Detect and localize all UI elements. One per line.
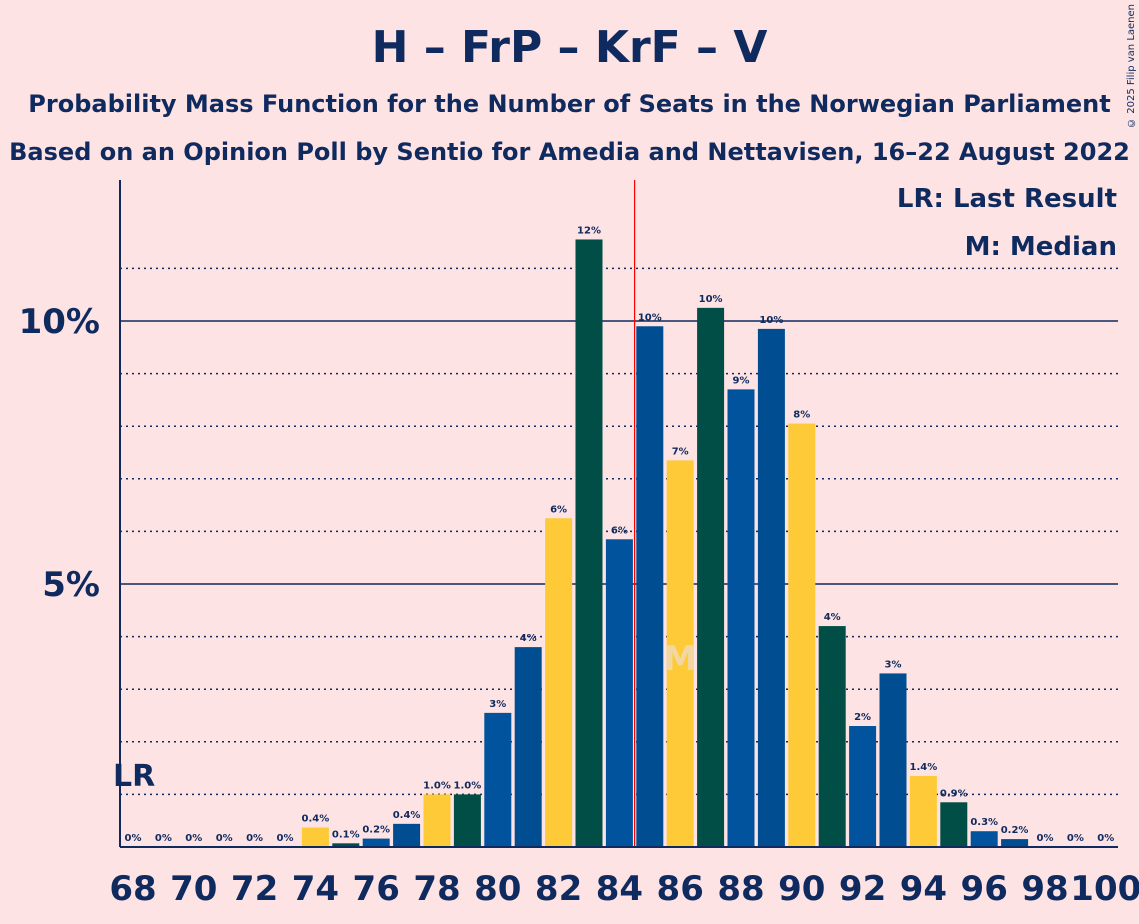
bar-seat-92 bbox=[849, 726, 877, 847]
bar-seat-86 bbox=[666, 460, 694, 847]
bar-seat-91 bbox=[818, 626, 846, 847]
y-tick-label: 10% bbox=[19, 302, 100, 342]
bar-value-label: 12% bbox=[577, 225, 601, 236]
bar-value-label: 3% bbox=[489, 699, 506, 710]
bar-value-label: 4% bbox=[520, 633, 537, 644]
bar-value-label: 0.3% bbox=[970, 817, 998, 828]
bar-value-label: 2% bbox=[854, 712, 871, 723]
y-tick-label: 5% bbox=[42, 565, 100, 605]
bar-value-label: 0.2% bbox=[1001, 825, 1029, 836]
x-tick-label: 92 bbox=[839, 869, 886, 909]
x-tick-label: 96 bbox=[961, 869, 1008, 909]
bar-value-label: 0% bbox=[246, 833, 263, 844]
median-marker: M bbox=[663, 639, 697, 679]
bar-value-label: 0% bbox=[277, 833, 294, 844]
bar-value-label: 10% bbox=[759, 315, 783, 326]
bar-value-label: 1.4% bbox=[910, 762, 938, 773]
bar-seat-75 bbox=[332, 843, 360, 847]
bar-value-label: 6% bbox=[611, 525, 628, 536]
x-tick-label: 68 bbox=[109, 869, 156, 909]
bar-seat-84 bbox=[605, 539, 633, 847]
bar-seat-87 bbox=[697, 307, 725, 848]
x-tick-label: 72 bbox=[231, 869, 278, 909]
bar-value-label: 0.4% bbox=[302, 814, 330, 825]
chart-title: H – FrP – KrF – V bbox=[371, 22, 768, 73]
bar-seat-96 bbox=[970, 831, 998, 847]
x-tick-label: 90 bbox=[778, 869, 825, 909]
chart-subtitle-2: Based on an Opinion Poll by Sentio for A… bbox=[9, 138, 1130, 166]
bar-value-label: 10% bbox=[699, 294, 723, 305]
x-tick-label: 100 bbox=[1070, 869, 1139, 909]
bar-seat-74 bbox=[301, 827, 329, 847]
legend-median: M: Median bbox=[964, 232, 1117, 262]
bar-seat-95 bbox=[940, 802, 968, 847]
bar-value-label: 6% bbox=[550, 504, 567, 515]
bar-seat-89 bbox=[757, 328, 785, 847]
bar-value-label: 0% bbox=[1037, 833, 1054, 844]
bar-value-label: 0% bbox=[125, 833, 142, 844]
x-tick-label: 74 bbox=[292, 869, 339, 909]
bar-value-label: 0% bbox=[1097, 833, 1114, 844]
x-tick-label: 88 bbox=[717, 869, 764, 909]
bar-value-label: 1.0% bbox=[454, 780, 482, 791]
bar-seat-82 bbox=[545, 518, 573, 847]
bar-value-label: 0% bbox=[185, 833, 202, 844]
bar-value-label: 0% bbox=[216, 833, 233, 844]
bar-seat-83 bbox=[575, 239, 603, 848]
bar-value-label: 9% bbox=[733, 375, 750, 386]
bar-value-label: 4% bbox=[824, 612, 841, 623]
bar-seat-94 bbox=[909, 775, 937, 847]
bar-value-label: 0.1% bbox=[332, 829, 360, 840]
bar-value-label: 0.2% bbox=[362, 825, 390, 836]
legend-last-result: LR: Last Result bbox=[896, 184, 1117, 214]
bar-seat-77 bbox=[393, 823, 421, 847]
bar-value-label: 1.0% bbox=[423, 780, 451, 791]
bar-seat-80 bbox=[484, 712, 512, 847]
bar-value-label: 10% bbox=[638, 312, 662, 323]
bar-value-label: 8% bbox=[793, 410, 810, 421]
x-tick-label: 80 bbox=[474, 869, 521, 909]
bar-seat-85 bbox=[636, 326, 664, 847]
bar-seat-78 bbox=[423, 794, 451, 847]
x-tick-label: 98 bbox=[1021, 869, 1068, 909]
x-tick-label: 78 bbox=[413, 869, 460, 909]
x-tick-label: 70 bbox=[170, 869, 217, 909]
x-tick-label: 86 bbox=[657, 869, 704, 909]
bar-value-label: 7% bbox=[672, 446, 689, 457]
chart-subtitle: Probability Mass Function for the Number… bbox=[28, 90, 1111, 118]
bar-seat-88 bbox=[727, 389, 755, 847]
bar-seat-81 bbox=[514, 647, 542, 847]
x-tick-label: 94 bbox=[900, 869, 947, 909]
bar-value-label: 3% bbox=[885, 659, 902, 670]
x-tick-label: 84 bbox=[596, 869, 643, 909]
bar-seat-90 bbox=[788, 423, 816, 847]
bar-value-label: 0% bbox=[1067, 833, 1084, 844]
bar-seat-93 bbox=[879, 673, 907, 847]
bar-seat-79 bbox=[453, 794, 481, 847]
x-tick-label: 76 bbox=[353, 869, 400, 909]
bar-value-label: 0.9% bbox=[940, 788, 968, 799]
bar-seat-97 bbox=[1001, 839, 1029, 847]
bar-value-label: 0% bbox=[155, 833, 172, 844]
bar-seat-76 bbox=[362, 838, 390, 847]
bar-value-label: 0.4% bbox=[393, 810, 421, 821]
x-tick-label: 82 bbox=[535, 869, 582, 909]
